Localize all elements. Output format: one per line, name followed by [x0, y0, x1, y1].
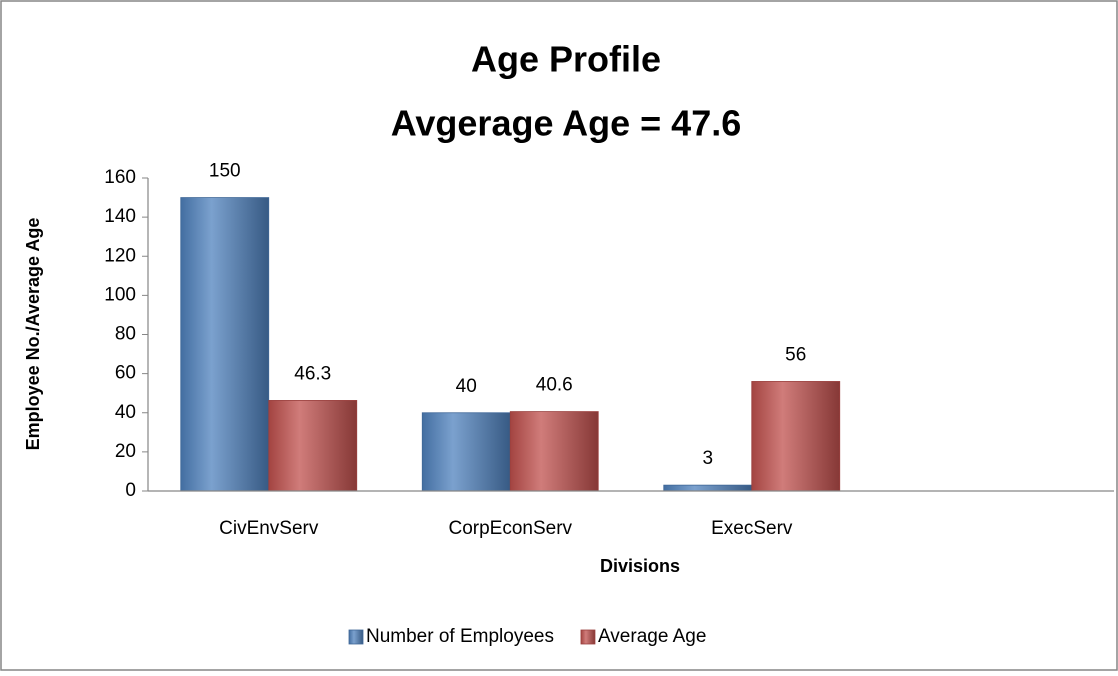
x-axis-title: Divisions [600, 556, 680, 576]
y-tick-label: 100 [104, 284, 136, 305]
bar [268, 400, 358, 492]
legend-marker [348, 629, 364, 645]
bar [421, 412, 511, 492]
data-label: 150 [209, 161, 241, 182]
y-tick-label: 0 [125, 480, 136, 501]
chart-subtitle: Avgerage Age = 47.6 [391, 103, 742, 144]
bar [751, 381, 841, 492]
y-tick-label: 140 [104, 206, 136, 227]
data-label: 40.6 [536, 375, 573, 396]
x-tick-label: ExecServ [711, 518, 793, 539]
y-tick-label: 120 [104, 245, 136, 266]
data-label: 46.3 [294, 363, 331, 384]
bar [663, 484, 753, 492]
y-tick-label: 80 [115, 324, 136, 345]
y-tick-label: 60 [115, 363, 136, 384]
y-tick-label: 160 [104, 167, 136, 188]
data-label: 56 [785, 344, 806, 365]
legend-label: Average Age [598, 626, 706, 647]
legend-label: Number of Employees [366, 626, 554, 647]
legend-marker [580, 629, 596, 645]
x-tick-label: CorpEconServ [448, 518, 572, 539]
data-label: 3 [702, 448, 713, 469]
data-label: 40 [456, 376, 477, 397]
chart-title: Age Profile [471, 39, 661, 80]
bar [509, 411, 599, 492]
y-axis-title: Employee No./Average Age [23, 218, 43, 451]
bar [180, 197, 270, 492]
x-tick-label: CivEnvServ [219, 518, 319, 539]
y-tick-label: 20 [115, 441, 136, 462]
y-tick-label: 40 [115, 402, 136, 423]
